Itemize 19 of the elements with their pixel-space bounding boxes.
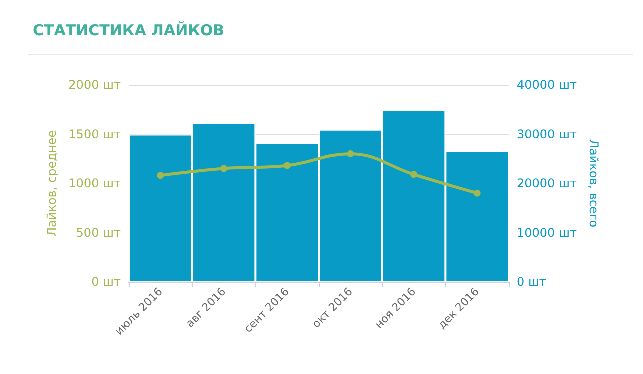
y-tick-label: 2000 шт — [68, 78, 122, 92]
y2-tick-label: 40000 шт — [517, 78, 577, 92]
point — [157, 172, 164, 180]
y-tick-label: 1500 шт — [68, 127, 122, 142]
y2-tick-label: 20000 шт — [517, 176, 577, 190]
y2-tick-label: 30000 шт — [517, 127, 577, 142]
y-axis-title: Лайков, среднее — [44, 130, 59, 236]
point — [220, 165, 228, 172]
point — [474, 190, 481, 197]
y2-tick-label: 10000 шт — [517, 226, 577, 240]
y-tick-label: 500 шт — [76, 226, 121, 240]
point — [410, 171, 418, 178]
point — [347, 150, 354, 158]
y2-axis-title: Лайков, всего — [586, 139, 601, 228]
point — [284, 162, 291, 170]
y-tick-label: 1000 шт — [68, 176, 122, 190]
y-tick-label: 0 шт — [92, 275, 122, 289]
chart-title: СТАТИСТИКА ЛАЙКОВ — [33, 22, 225, 40]
y2-tick-label: 0 шт — [517, 275, 546, 289]
